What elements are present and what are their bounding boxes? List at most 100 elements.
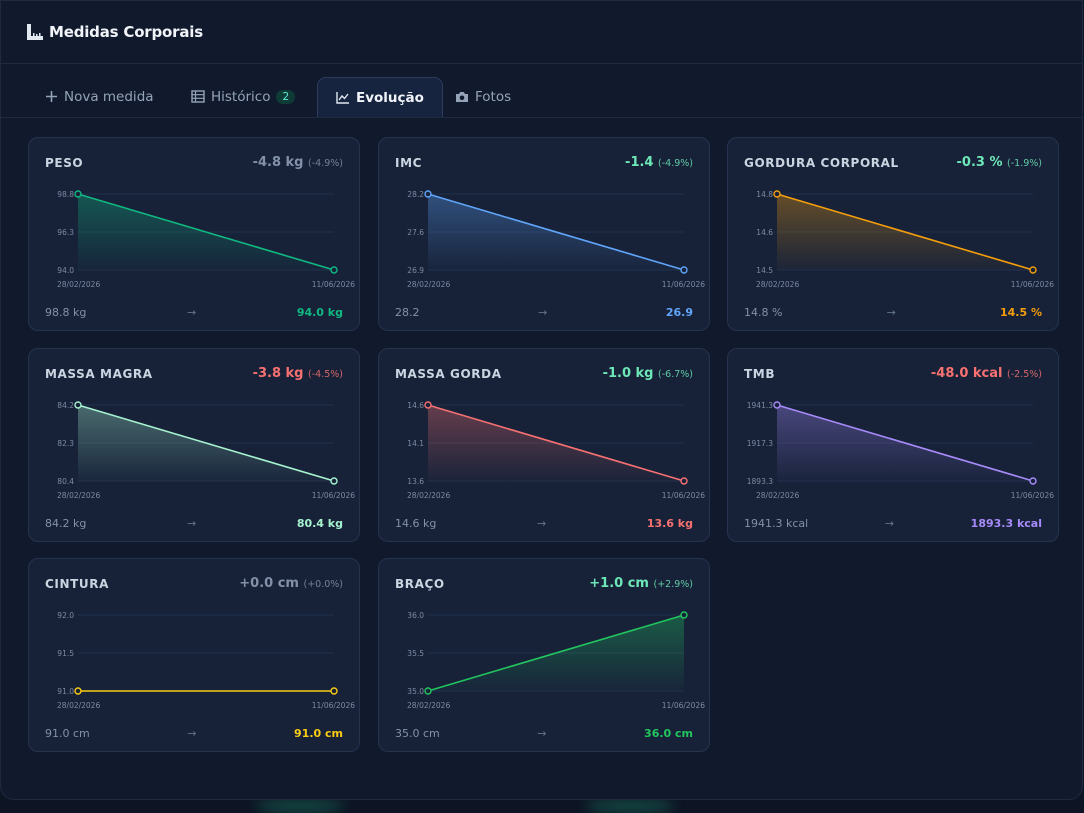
x-tick-label: 28/02/2026 [756, 280, 799, 289]
data-point[interactable] [1029, 266, 1037, 274]
page-title: Medidas Corporais [49, 23, 203, 41]
metric-label: IMC [395, 156, 423, 170]
y-tick-label: 35.0 [407, 687, 424, 696]
x-tick-label: 11/06/2026 [312, 280, 355, 289]
delta-percent: (-6.7%) [658, 369, 693, 380]
data-point[interactable] [680, 266, 688, 274]
metric-footer: 98.8 kg → 94.0 kg [45, 306, 343, 319]
arrow-icon: → [187, 727, 197, 740]
series-line [77, 193, 335, 271]
delta-percent: (+0.0%) [303, 579, 343, 590]
y-tick-label: 14.6 [756, 228, 773, 237]
arrow-icon: → [536, 517, 547, 530]
x-tick-label: 28/02/2026 [57, 491, 100, 500]
x-tick-label: 11/06/2026 [662, 701, 705, 710]
data-point[interactable] [74, 401, 82, 409]
data-point[interactable] [330, 687, 338, 695]
tab-historico[interactable]: Histórico 2 [191, 77, 296, 116]
x-tick-label: 11/06/2026 [1011, 491, 1054, 500]
y-tick-label: 14.8 [756, 190, 773, 199]
delta-value: -0.3 % [956, 155, 1003, 170]
arrow-icon: → [884, 517, 895, 530]
data-point[interactable] [680, 611, 688, 619]
panel-header: Medidas Corporais [1, 1, 1082, 64]
metric-footer: 1941.3 kcal → 1893.3 kcal [744, 517, 1042, 530]
delta-percent: (-4.9%) [308, 158, 343, 169]
metric-label: TMB [744, 367, 776, 381]
data-point[interactable] [424, 190, 432, 198]
metric-footer: 28.2 → 26.9 [395, 306, 693, 319]
metric-card: IMC -1.4 (-4.9%) 28.2 → 26.9 28.2 27.6 26.… [378, 137, 710, 331]
data-point[interactable] [74, 190, 82, 198]
tab-label: Histórico [211, 88, 271, 105]
metric-label: PESO [45, 156, 84, 170]
metric-footer: 91.0 cm → 91.0 cm [45, 727, 343, 740]
plus-icon [46, 91, 57, 102]
data-point[interactable] [773, 190, 781, 198]
delta-value: -1.0 kg [602, 366, 654, 381]
x-tick-label: 11/06/2026 [1011, 280, 1054, 289]
delta-percent: (-4.9%) [658, 158, 693, 169]
arrow-icon: → [186, 306, 197, 319]
y-tick-label: 92.0 [57, 611, 74, 620]
y-tick-label: 14.6 [407, 401, 424, 410]
x-tick-label: 28/02/2026 [407, 701, 450, 710]
metric-card: PESO -4.8 kg (-4.9%) 98.8 kg → 94.0 kg 9… [28, 137, 360, 331]
y-tick-label: 94.0 [57, 266, 74, 275]
y-tick-label: 84.2 [57, 401, 74, 410]
x-tick-label: 11/06/2026 [662, 280, 705, 289]
evolution-line-chart: 14.8 14.6 14.5 28/02/2026 11/06/2026 [756, 190, 1054, 289]
series-line [77, 404, 335, 482]
delta-percent: (+2.9%) [653, 579, 693, 590]
metric-card: GORDURA CORPORAL -0.3 % (-1.9%) 14.8 % →… [727, 137, 1059, 331]
data-point[interactable] [1029, 477, 1037, 485]
y-tick-label: 14.5 [756, 266, 773, 275]
start-value: 28.2 [395, 306, 420, 319]
delta-value: -48.0 kcal [930, 366, 1003, 381]
end-value: 26.9 [665, 306, 693, 319]
evolution-line-chart: 36.0 35.5 35.0 28/02/2026 11/06/2026 [407, 611, 705, 710]
data-point[interactable] [330, 477, 338, 485]
tab-bar: Nova medida Histórico 2 Evolução Fotos [1, 64, 1082, 118]
end-value: 94.0 kg [296, 306, 343, 319]
metric-delta: -48.0 kcal (-2.5%) [931, 366, 1042, 381]
table-icon [191, 90, 205, 103]
data-point[interactable] [330, 266, 338, 274]
arrow-icon: → [538, 306, 548, 319]
data-point[interactable] [680, 477, 688, 485]
metric-card: MASSA MAGRA -3.8 kg (-4.5%) 84.2 kg → 80… [28, 348, 360, 542]
metric-footer: 14.6 kg → 13.6 kg [395, 517, 693, 530]
tab-label: Evolução [356, 89, 424, 106]
metric-card: MASSA GORDA -1.0 kg (-6.7%) 14.6 kg → 13… [378, 348, 710, 542]
end-value: 80.4 kg [296, 517, 343, 530]
y-tick-label: 98.8 [57, 190, 74, 199]
arrow-icon: → [537, 727, 547, 740]
x-tick-label: 28/02/2026 [407, 491, 450, 500]
tab-fotos[interactable]: Fotos [455, 77, 511, 116]
y-tick-label: 14.1 [407, 439, 424, 448]
tab-nova-medida[interactable]: Nova medida [45, 77, 154, 116]
y-tick-label: 13.6 [407, 477, 424, 486]
metric-delta: -3.8 kg (-4.5%) [253, 366, 343, 381]
start-value: 1941.3 kcal [744, 517, 809, 530]
data-point[interactable] [424, 401, 432, 409]
end-value: 14.5 % [999, 306, 1042, 319]
y-tick-label: 96.3 [57, 228, 74, 237]
metric-footer: 84.2 kg → 80.4 kg [45, 517, 343, 530]
metric-delta: -4.8 kg (-4.9%) [253, 155, 343, 170]
evolution-line-chart: 98.8 96.3 94.0 28/02/2026 11/06/2026 [57, 190, 355, 289]
metric-label: CINTURA [45, 577, 109, 591]
delta-value: -1.4 [625, 155, 654, 170]
tab-evolucao[interactable]: Evolução [317, 77, 443, 117]
end-value: 13.6 kg [646, 517, 693, 530]
y-tick-label: 82.3 [57, 439, 74, 448]
start-value: 14.6 kg [395, 517, 437, 530]
metric-card: TMB -48.0 kcal (-2.5%) 1941.3 kcal → 189… [727, 348, 1059, 542]
data-point[interactable] [424, 687, 432, 695]
y-tick-label: 1941.3 [747, 401, 773, 410]
data-point[interactable] [74, 687, 82, 695]
delta-percent: (-2.5%) [1007, 369, 1042, 380]
x-tick-label: 11/06/2026 [662, 491, 705, 500]
data-point[interactable] [773, 401, 781, 409]
